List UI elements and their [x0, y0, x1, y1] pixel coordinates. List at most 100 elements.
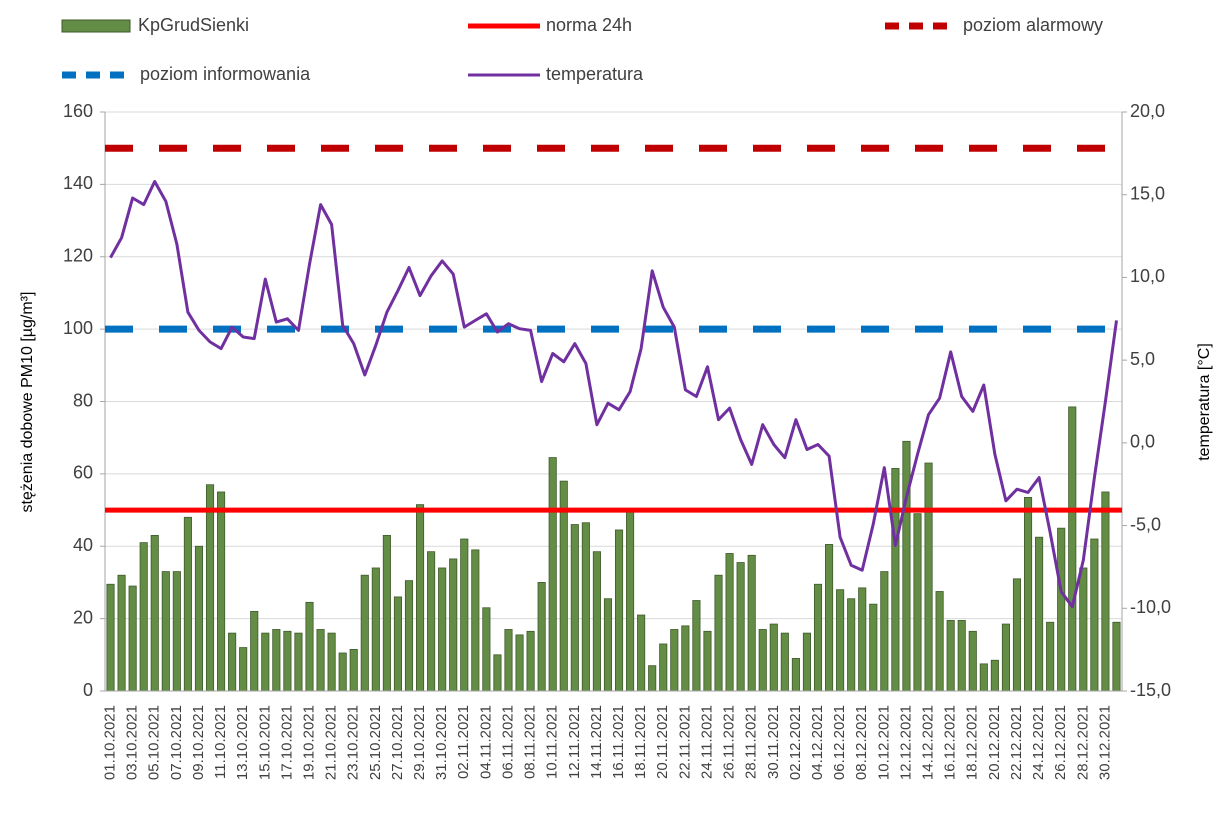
y2-tick-label: 0,0 [1130, 432, 1155, 452]
bar [681, 625, 690, 692]
bar [1112, 621, 1121, 692]
x-tick-label: 05.10.2021 [146, 705, 163, 780]
x-tick-label: 21.10.2021 [323, 705, 340, 780]
x-tick-label: 20.11.2021 [654, 705, 671, 779]
bar [1023, 496, 1033, 692]
bar [825, 544, 834, 692]
bar [1035, 536, 1044, 692]
x-tick-label: 16.12.2021 [942, 705, 959, 780]
bar [338, 652, 347, 692]
bar [427, 551, 436, 692]
bar [261, 632, 270, 692]
y-axis-label: stężenia dobowe PM10 [µg/m³] [19, 292, 36, 513]
y2-tick-label: -5,0 [1130, 514, 1161, 534]
bar [769, 623, 778, 692]
bar [1012, 578, 1022, 692]
bar [515, 634, 524, 692]
bar [913, 513, 922, 692]
bar [305, 601, 314, 692]
x-tick-label: 28.11.2021 [743, 705, 760, 779]
x-tick-label: 14.11.2021 [588, 705, 605, 779]
bar [460, 538, 469, 692]
x-tick-label: 20.12.2021 [986, 705, 1003, 780]
bar [692, 600, 701, 692]
x-tick-label: 26.12.2021 [1052, 705, 1069, 780]
bar [382, 534, 391, 692]
y-tick-label: 80 [73, 390, 93, 410]
x-tick-label: 30.12.2021 [1096, 705, 1113, 780]
temperature-line [109, 180, 1118, 609]
x-tick-label: 15.10.2021 [256, 705, 273, 780]
y-tick-label: 140 [63, 173, 93, 193]
y2-axis-label: temperatura [°C] [1196, 343, 1213, 461]
x-tick-label: 03.10.2021 [124, 705, 141, 780]
legend-swatch [61, 19, 131, 33]
x-tick-label: 19.10.2021 [300, 705, 317, 780]
bar [449, 558, 458, 692]
bar [869, 603, 878, 692]
bar [128, 585, 137, 692]
bar [758, 629, 767, 692]
bar [183, 516, 192, 692]
bar [1090, 538, 1099, 692]
bar [150, 534, 159, 692]
x-tick-label: 02.12.2021 [787, 705, 804, 780]
y-tick-label: 120 [63, 246, 93, 266]
bar [172, 571, 181, 692]
legend-label: temperatura [546, 64, 644, 84]
bar [780, 632, 789, 692]
bar [1057, 527, 1066, 692]
bar [471, 549, 480, 692]
bar [250, 610, 259, 692]
x-tick-label: 31.10.2021 [433, 705, 450, 780]
bar [537, 582, 546, 692]
bar [482, 607, 491, 692]
x-tick-label: 28.12.2021 [1074, 705, 1091, 780]
legend-label: KpGrudSienki [138, 15, 249, 35]
x-tick-label: 27.10.2021 [389, 705, 406, 780]
x-tick-label: 24.12.2021 [1030, 705, 1047, 780]
bar [493, 654, 502, 692]
bar [626, 509, 635, 692]
bar [902, 440, 911, 692]
x-tick-label: 22.12.2021 [1008, 705, 1025, 780]
bar [648, 665, 657, 692]
x-tick-label: 08.11.2021 [522, 705, 539, 779]
bar [736, 562, 745, 692]
bar [1068, 406, 1077, 692]
x-tick-label: 26.11.2021 [721, 705, 738, 779]
bar [714, 574, 723, 692]
bar [526, 630, 535, 692]
y2-tick-label: 5,0 [1130, 349, 1155, 369]
bar [946, 620, 955, 692]
bar [327, 632, 336, 692]
x-tick-label: 18.11.2021 [632, 705, 649, 779]
bar [802, 632, 811, 692]
bar [1079, 567, 1088, 692]
bar [1001, 623, 1010, 692]
bar [117, 574, 126, 692]
y2-tick-label: -15,0 [1130, 680, 1171, 700]
legend-label: poziom informowania [140, 64, 311, 84]
bar [791, 658, 800, 692]
x-tick-label: 30.11.2021 [765, 705, 782, 779]
x-tick-label: 12.12.2021 [897, 705, 914, 780]
bar [393, 596, 402, 692]
x-tick-label: 29.10.2021 [411, 705, 428, 780]
bar [239, 647, 248, 692]
bar [371, 567, 380, 692]
bar [416, 504, 425, 692]
bar [1046, 621, 1055, 692]
bar [548, 457, 557, 692]
bar [194, 545, 204, 692]
bar [581, 522, 590, 692]
bar [747, 554, 756, 692]
bar [438, 567, 447, 692]
bar [603, 598, 613, 692]
y2-tick-label: -10,0 [1130, 597, 1171, 617]
bar [614, 529, 624, 692]
x-tick-label: 04.12.2021 [809, 705, 826, 780]
x-tick-label: 09.10.2021 [190, 705, 207, 780]
bar [979, 663, 988, 692]
x-tick-label: 06.12.2021 [831, 705, 848, 780]
